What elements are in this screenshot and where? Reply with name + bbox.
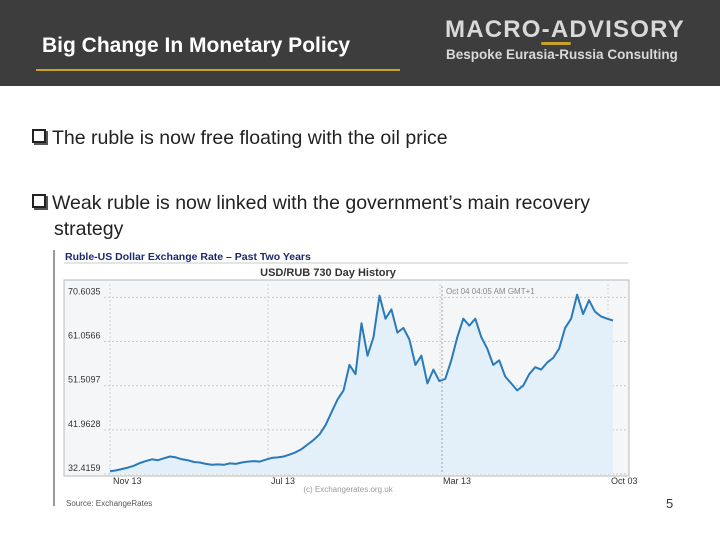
x-tick-label: Oct 03 — [611, 476, 638, 486]
y-axis-labels: 32.4159 41.9628 51.5097 61.0566 70.6035 — [68, 286, 101, 473]
series-area — [110, 294, 613, 474]
checkbox-bullet-icon — [32, 129, 46, 143]
chart-title: USD/RUB 730 Day History — [260, 267, 397, 279]
slide-title: Big Change In Monetary Policy — [42, 34, 351, 57]
chart-svg: Ruble-US Dollar Exchange Rate – Past Two… — [48, 248, 646, 508]
bullet-text-1: The ruble is now free floating with the … — [52, 127, 448, 149]
chart-watermark: (c) Exchangerates.org.uk — [303, 485, 393, 494]
company-logo: MACRO-ADVISORY Bespoke Eurasia-Russia Co… — [445, 16, 695, 72]
title-underline — [36, 69, 400, 71]
hover-label: Oct 04 04:05 AM GMT+1 — [446, 287, 535, 296]
page-number: 5 — [666, 496, 674, 511]
source-note: Source: ExchangeRates — [66, 499, 152, 508]
bullet-text-2-line1: Weak ruble is now linked with the govern… — [52, 192, 590, 214]
bullet-text-2-line2: strategy — [54, 218, 124, 240]
exchange-rate-chart: Ruble-US Dollar Exchange Rate – Past Two… — [48, 248, 646, 508]
y-tick-label: 70.6035 — [68, 286, 101, 296]
x-axis-labels: Nov 13 Jul 13 Mar 13 Oct 03 — [113, 476, 638, 486]
logo-tagline: Bespoke Eurasia-Russia Consulting — [446, 47, 678, 62]
x-tick-label: Mar 13 — [443, 476, 471, 486]
slide-header: Big Change In Monetary Policy MACRO-ADVI… — [0, 0, 720, 86]
y-tick-label: 41.9628 — [68, 419, 101, 429]
series-line — [109, 293, 614, 473]
checkbox-bullet-icon — [32, 194, 46, 208]
bullet-item-2: Weak ruble is now linked with the govern… — [32, 190, 692, 242]
y-tick-label: 51.5097 — [68, 375, 101, 385]
x-tick-label: Jul 13 — [271, 476, 295, 486]
x-tick-label: Nov 13 — [113, 476, 142, 486]
logo-wordmark: MACRO-ADVISORY — [445, 16, 685, 43]
logo-swash-icon — [541, 42, 571, 45]
y-tick-label: 32.4159 — [68, 463, 101, 473]
chart-caption: Ruble-US Dollar Exchange Rate – Past Two… — [65, 251, 311, 263]
bullet-item-1: The ruble is now free floating with the … — [32, 125, 692, 151]
y-tick-label: 61.0566 — [68, 331, 101, 341]
chart-left-edge — [53, 250, 55, 506]
